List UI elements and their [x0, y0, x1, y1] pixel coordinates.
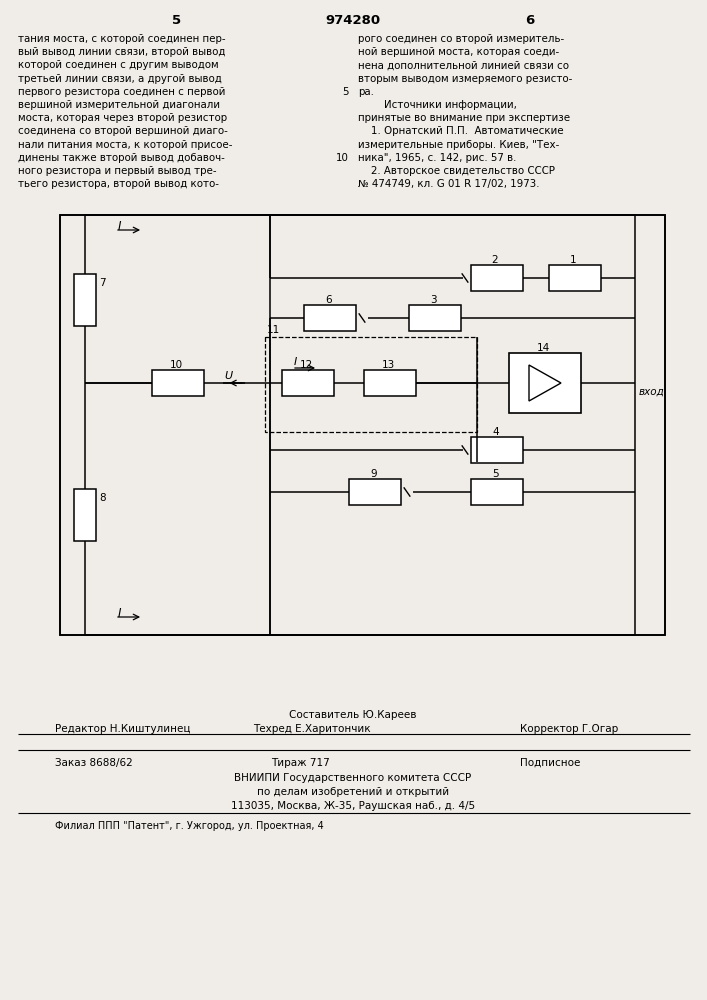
Text: 5: 5	[492, 469, 498, 479]
Text: 14: 14	[537, 343, 550, 353]
Text: ВНИИПИ Государственного комитета СССР: ВНИИПИ Государственного комитета СССР	[235, 773, 472, 783]
Text: № 474749, кл. G 01 R 17/02, 1973.: № 474749, кл. G 01 R 17/02, 1973.	[358, 179, 539, 189]
Text: третьей линии связи, а другой вывод: третьей линии связи, а другой вывод	[18, 74, 222, 84]
Text: I: I	[294, 357, 297, 367]
Text: 9: 9	[370, 469, 377, 479]
Text: динены также второй вывод добавоч-: динены также второй вывод добавоч-	[18, 153, 225, 163]
Text: Редактор Н.Киштулинец: Редактор Н.Киштулинец	[55, 724, 190, 734]
Text: ника", 1965, с. 142, рис. 57 в.: ника", 1965, с. 142, рис. 57 в.	[358, 153, 516, 163]
Text: вторым выводом измеряемого резисто-: вторым выводом измеряемого резисто-	[358, 74, 573, 84]
Bar	[74, 274, 96, 326]
Bar	[509, 353, 581, 413]
Text: Источники информации,: Источники информации,	[358, 100, 517, 110]
Text: Заказ 8688/62: Заказ 8688/62	[55, 758, 133, 768]
Text: вход: вход	[639, 387, 665, 397]
Text: 12: 12	[300, 360, 313, 370]
Text: 6: 6	[525, 14, 534, 27]
Text: 11: 11	[267, 325, 280, 335]
Text: Техред Е.Харитончик: Техред Е.Харитончик	[253, 724, 370, 734]
Text: соединена со второй вершиной диаго-: соединена со второй вершиной диаго-	[18, 126, 228, 136]
Bar	[60, 215, 665, 635]
Bar	[60, 215, 665, 635]
Text: 8: 8	[99, 493, 105, 503]
Bar	[471, 479, 523, 505]
Text: рого соединен со второй измеритель-: рого соединен со второй измеритель-	[358, 34, 564, 44]
Text: 974280: 974280	[325, 14, 380, 27]
Text: которой соединен с другим выводом: которой соединен с другим выводом	[18, 60, 218, 70]
Text: Составитель Ю.Кареев: Составитель Ю.Кареев	[289, 710, 416, 720]
Text: моста, которая через второй резистор: моста, которая через второй резистор	[18, 113, 227, 123]
Bar	[265, 337, 477, 432]
Bar	[74, 489, 96, 541]
Text: 1. Орнатский П.П.  Автоматические: 1. Орнатский П.П. Автоматические	[358, 126, 563, 136]
Text: 2. Авторское свидетельство СССР: 2. Авторское свидетельство СССР	[358, 166, 555, 176]
Text: 5: 5	[173, 14, 182, 27]
Text: по делам изобретений и открытий: по делам изобретений и открытий	[257, 787, 449, 797]
Bar	[282, 370, 334, 396]
Text: 3: 3	[430, 295, 437, 305]
Text: 113035, Москва, Ж-35, Раушская наб., д. 4/5: 113035, Москва, Ж-35, Раушская наб., д. …	[231, 801, 475, 811]
Bar	[349, 479, 401, 505]
Text: вершиной измерительной диагонали: вершиной измерительной диагонали	[18, 100, 220, 110]
Text: Подписное: Подписное	[520, 758, 580, 768]
Text: 7: 7	[99, 278, 105, 288]
Bar	[364, 370, 416, 396]
Text: I: I	[118, 220, 122, 233]
Text: ной вершиной моста, которая соеди-: ной вершиной моста, которая соеди-	[358, 47, 559, 57]
Text: 13: 13	[382, 360, 395, 370]
Text: нена дополнительной линией связи со: нена дополнительной линией связи со	[358, 60, 569, 70]
Text: измерительные приборы. Киев, "Тех-: измерительные приборы. Киев, "Тех-	[358, 140, 559, 150]
Text: 6: 6	[325, 295, 332, 305]
Text: U: U	[224, 371, 233, 381]
Text: тания моста, с которой соединен пер-: тания моста, с которой соединен пер-	[18, 34, 226, 44]
Text: 1: 1	[570, 255, 577, 265]
Text: принятые во внимание при экспертизе: принятые во внимание при экспертизе	[358, 113, 570, 123]
Bar	[549, 265, 601, 291]
Text: нали питания моста, к которой присое-: нали питания моста, к которой присое-	[18, 140, 233, 150]
Bar	[304, 305, 356, 331]
Text: вый вывод линии связи, второй вывод: вый вывод линии связи, второй вывод	[18, 47, 226, 57]
Text: Филиал ППП "Патент", г. Ужгород, ул. Проектная, 4: Филиал ППП "Патент", г. Ужгород, ул. Про…	[55, 821, 324, 831]
Text: 5: 5	[342, 87, 349, 97]
Bar	[409, 305, 461, 331]
Text: 10: 10	[170, 360, 183, 370]
Text: I: I	[118, 607, 122, 620]
Text: ного резистора и первый вывод тре-: ного резистора и первый вывод тре-	[18, 166, 216, 176]
Text: Тираж 717: Тираж 717	[271, 758, 329, 768]
Text: 4: 4	[492, 427, 498, 437]
Text: 10: 10	[336, 153, 349, 163]
Text: первого резистора соединен с первой: первого резистора соединен с первой	[18, 87, 226, 97]
Text: 2: 2	[491, 255, 498, 265]
Bar	[471, 437, 523, 463]
Bar	[471, 265, 523, 291]
Bar	[152, 370, 204, 396]
Text: ра.: ра.	[358, 87, 374, 97]
Text: Корректор Г.Огар: Корректор Г.Огар	[520, 724, 618, 734]
Text: тьего резистора, второй вывод кото-: тьего резистора, второй вывод кото-	[18, 179, 219, 189]
